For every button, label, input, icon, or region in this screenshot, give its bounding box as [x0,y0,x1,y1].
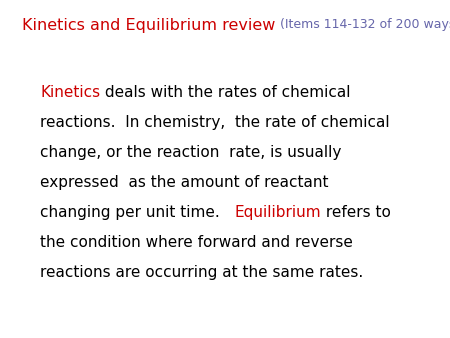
Text: reactions.  In chemistry,  the rate of chemical: reactions. In chemistry, the rate of che… [40,115,390,130]
Text: expressed  as the amount of reactant: expressed as the amount of reactant [40,175,328,190]
Text: refers to: refers to [321,205,391,220]
Text: Kinetics: Kinetics [40,85,100,100]
Text: changing per unit time.: changing per unit time. [40,205,234,220]
Text: deals with the rates of chemical: deals with the rates of chemical [100,85,351,100]
Text: (Items 114-132 of 200 ways ..): (Items 114-132 of 200 ways ..) [280,18,450,31]
Text: reactions are occurring at the same rates.: reactions are occurring at the same rate… [40,265,363,280]
Text: Equilibrium: Equilibrium [234,205,321,220]
Text: Kinetics and Equilibrium review: Kinetics and Equilibrium review [22,18,280,33]
Text: change, or the reaction  rate, is usually: change, or the reaction rate, is usually [40,145,342,160]
Text: the condition where forward and reverse: the condition where forward and reverse [40,235,353,250]
